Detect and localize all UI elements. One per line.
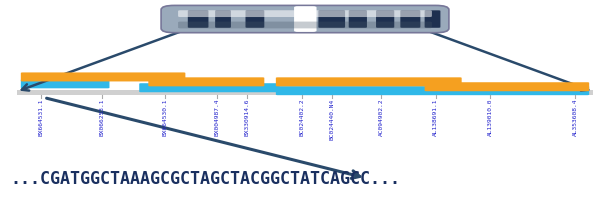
FancyBboxPatch shape — [245, 10, 264, 28]
Text: AL139010.0: AL139010.0 — [488, 99, 493, 136]
FancyBboxPatch shape — [148, 77, 264, 86]
FancyBboxPatch shape — [276, 77, 462, 86]
FancyBboxPatch shape — [188, 10, 209, 28]
Text: BX004987.4: BX004987.4 — [215, 99, 220, 136]
Text: BX330914.6: BX330914.6 — [245, 99, 250, 136]
FancyBboxPatch shape — [139, 83, 279, 92]
FancyBboxPatch shape — [294, 6, 317, 32]
FancyBboxPatch shape — [318, 10, 345, 28]
Text: BX066253.1: BX066253.1 — [99, 99, 104, 136]
FancyBboxPatch shape — [178, 10, 432, 17]
FancyBboxPatch shape — [21, 79, 109, 88]
FancyBboxPatch shape — [400, 10, 420, 28]
FancyBboxPatch shape — [21, 72, 185, 81]
Text: BC024440.N4: BC024440.N4 — [330, 99, 335, 140]
Text: ...CGATGGCTAAAGCGCTAGCTACGGCTATCAGCC...: ...CGATGGCTAAAGCGCTAGCTACGGCTATCAGCC... — [10, 170, 401, 188]
Text: BC024402.2: BC024402.2 — [300, 99, 304, 136]
Text: BX664531.1: BX664531.1 — [38, 99, 43, 136]
Text: AL138691.1: AL138691.1 — [433, 99, 438, 136]
FancyBboxPatch shape — [215, 10, 231, 28]
FancyBboxPatch shape — [376, 10, 394, 28]
FancyBboxPatch shape — [276, 86, 589, 95]
Text: AC094902.2: AC094902.2 — [378, 99, 384, 136]
FancyBboxPatch shape — [349, 10, 367, 28]
FancyBboxPatch shape — [178, 21, 432, 28]
FancyBboxPatch shape — [425, 82, 589, 91]
FancyBboxPatch shape — [425, 10, 440, 28]
FancyBboxPatch shape — [161, 5, 449, 33]
Text: AL353608.4: AL353608.4 — [573, 99, 578, 136]
Text: BX664530.1: BX664530.1 — [163, 99, 168, 136]
